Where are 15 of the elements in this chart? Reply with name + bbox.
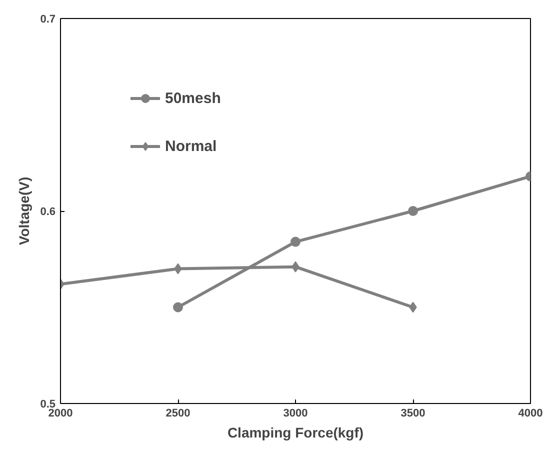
x-tick-label: 3000 bbox=[283, 408, 308, 420]
x-axis-title: Clamping Force(kgf) bbox=[227, 424, 364, 440]
point bbox=[408, 206, 418, 216]
y-tick-label: 0.5 bbox=[40, 398, 56, 410]
y-axis-title: Voltage(V) bbox=[16, 176, 32, 246]
legend-label: 50mesh bbox=[165, 90, 221, 106]
point bbox=[290, 236, 300, 247]
point bbox=[173, 302, 183, 312]
x-tick-label: 2000 bbox=[48, 408, 73, 420]
y-tick-label: 0.7 bbox=[40, 14, 56, 26]
y-tick-label: 0.6 bbox=[40, 206, 56, 218]
legend-label: Normal bbox=[165, 138, 217, 154]
x-tick-label: 3500 bbox=[400, 408, 426, 420]
x-tick-label: 4000 bbox=[518, 408, 543, 420]
x-tick-label: 2500 bbox=[166, 408, 190, 420]
